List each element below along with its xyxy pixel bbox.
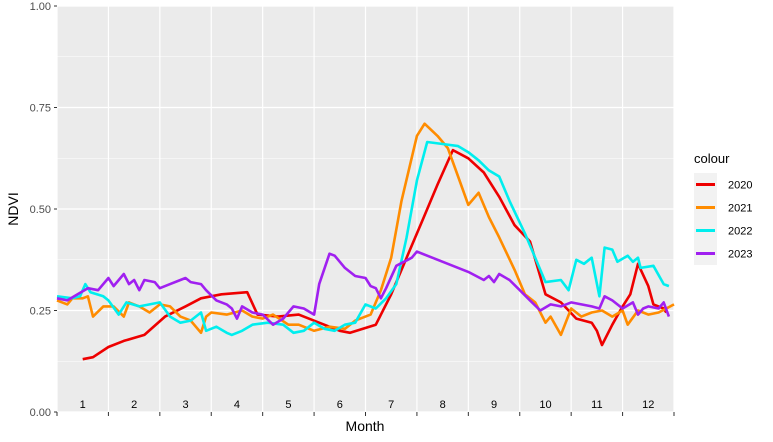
series-line-2022 [56, 140, 670, 337]
y-tick-labels: 0.00 0.25 0.50 0.75 1.00 [30, 1, 51, 419]
legend: colour 2020 2021 2022 2023 [694, 151, 752, 265]
x-tick-label: 9 [491, 399, 497, 411]
y-tick-label: 0.75 [30, 103, 51, 115]
x-axis-title: Month [346, 418, 385, 434]
legend-label-2021: 2021 [728, 203, 752, 215]
x-tick-labels: 1 2 3 4 5 6 7 8 9 10 11 12 [80, 399, 655, 411]
series-lines [56, 122, 675, 361]
series-line-2023 [56, 250, 671, 326]
y-tick-label: 0.00 [30, 407, 51, 419]
x-tick-label: 12 [642, 399, 654, 411]
x-tick-label: 2 [131, 399, 137, 411]
y-tick-label: 1.00 [30, 1, 51, 13]
x-tick-label: 7 [388, 399, 394, 411]
x-tick-marks [56, 412, 675, 416]
y-tick-label: 0.50 [30, 204, 51, 216]
x-tick-label: 8 [440, 399, 446, 411]
legend-label-2022: 2022 [728, 226, 752, 238]
series-line-2020 [82, 148, 668, 361]
x-tick-label: 3 [182, 399, 188, 411]
y-tick-marks [54, 5, 57, 413]
legend-label-2023: 2023 [728, 249, 752, 261]
x-tick-label: 5 [285, 399, 291, 411]
legend-title: colour [694, 151, 730, 166]
x-tick-label: 1 [80, 399, 86, 411]
x-tick-label: 10 [539, 399, 551, 411]
x-tick-label: 6 [337, 399, 343, 411]
x-tick-label: 4 [234, 399, 240, 411]
legend-label-2020: 2020 [728, 180, 752, 192]
y-tick-label: 0.25 [30, 306, 51, 318]
y-axis-title: NDVI [5, 192, 21, 225]
x-tick-label: 11 [591, 399, 602, 411]
